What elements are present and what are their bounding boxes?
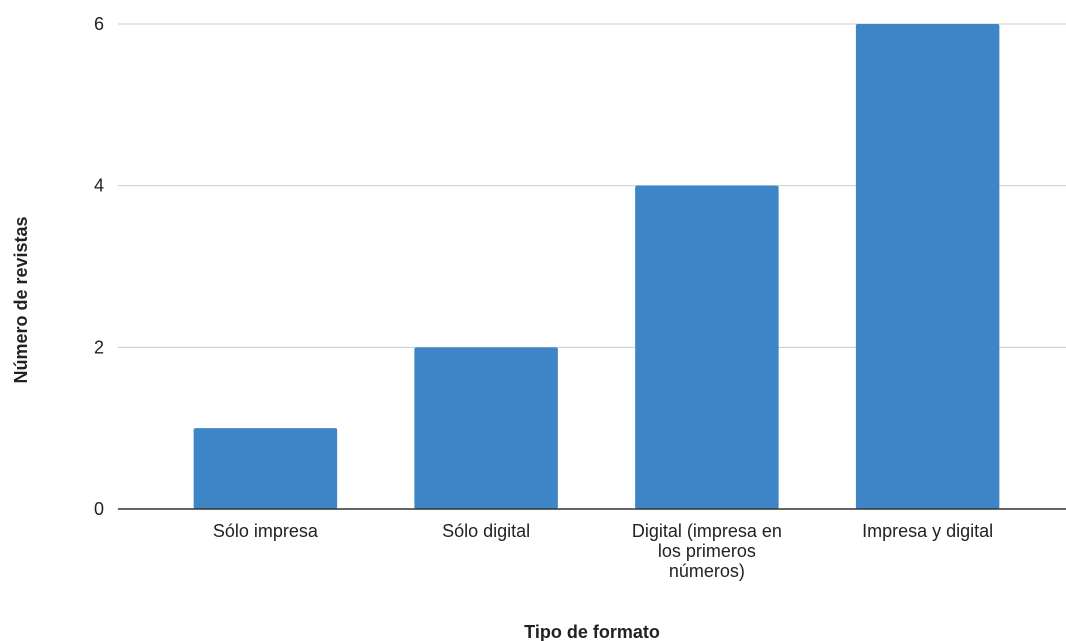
y-tick-label: 4 bbox=[94, 176, 104, 196]
y-tick-label: 6 bbox=[94, 14, 104, 34]
x-axis-title: Tipo de formato bbox=[524, 622, 660, 641]
x-tick-label-line: números) bbox=[669, 561, 745, 581]
x-tick-label-line: los primeros bbox=[658, 541, 756, 561]
x-tick-label: Sólo digital bbox=[442, 521, 530, 541]
y-tick-label: 0 bbox=[94, 499, 104, 519]
bar bbox=[635, 185, 779, 509]
x-tick-label: Impresa y digital bbox=[862, 521, 993, 541]
x-tick-label-line: Digital (impresa en bbox=[632, 521, 782, 541]
bar bbox=[414, 347, 558, 509]
bar bbox=[193, 428, 338, 509]
bar bbox=[855, 24, 1000, 509]
y-axis-title: Número de revistas bbox=[11, 216, 31, 383]
x-tick-label: Sólo impresa bbox=[213, 521, 319, 541]
y-tick-label: 2 bbox=[94, 337, 104, 357]
x-tick-label: Digital (impresa en los primeros números) bbox=[632, 521, 782, 581]
